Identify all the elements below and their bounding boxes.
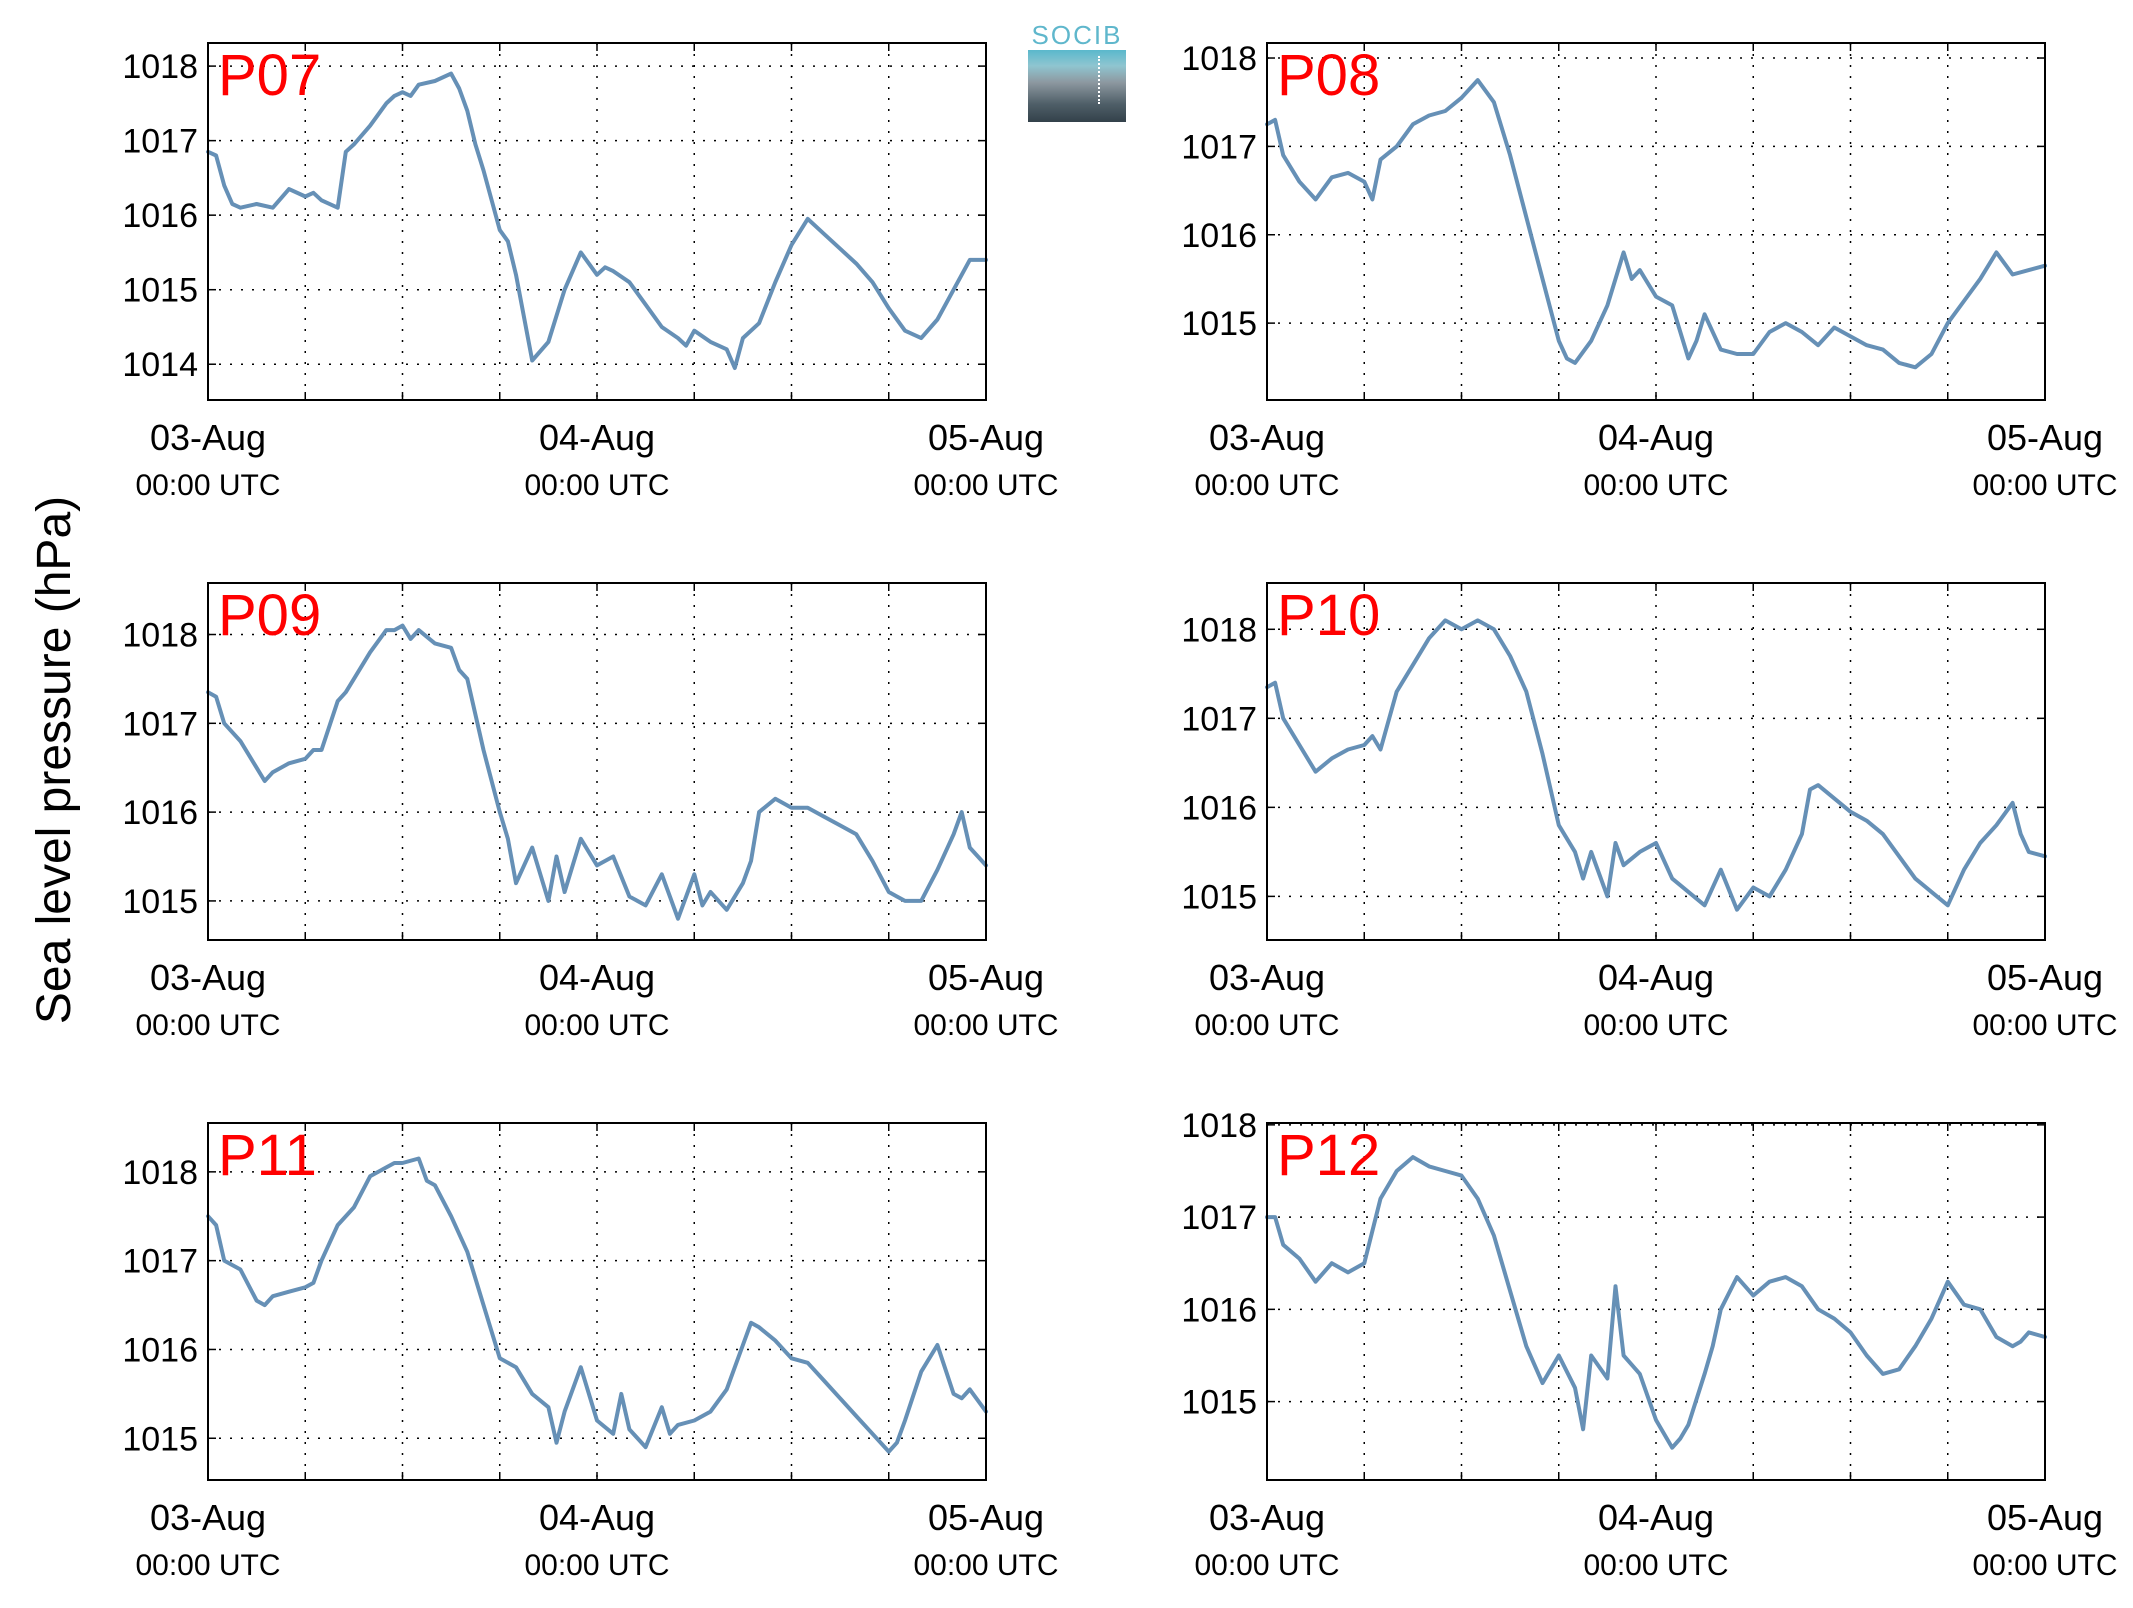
panel-p09: 1015 1016 1017 1018 03-Aug 00:00 UTC 04-Aug 00:…	[122, 582, 1059, 1042]
series-line-p12	[1265, 1155, 2047, 1450]
y-axis-label: Sea level pressure (hPa)	[28, 496, 81, 1024]
series-line-p08	[1265, 78, 2047, 370]
y-tick-label: 1017	[1181, 1199, 1257, 1237]
y-tick-label: 1017	[122, 705, 198, 743]
x-tick-sublabel: 00:00 UTC	[524, 469, 669, 502]
y-tick-label: 1015	[1181, 878, 1257, 916]
x-tick-label: 05-Aug	[1987, 417, 2103, 458]
x-tick-label: 04-Aug	[1598, 417, 1714, 458]
x-tick-label: 04-Aug	[1598, 957, 1714, 998]
y-tick-label: 1017	[122, 1243, 198, 1281]
x-tick-sublabel: 00:00 UTC	[524, 1549, 669, 1582]
plot-frame	[207, 582, 987, 941]
y-tick-label: 1015	[1181, 1384, 1257, 1422]
series-line-p07	[206, 71, 988, 370]
plot-area	[208, 1123, 986, 1480]
socib-logo-graphic	[1028, 50, 1126, 122]
y-tick-label: 1015	[122, 883, 198, 921]
y-tick-label: 1015	[1181, 305, 1257, 343]
y-tick-label: 1016	[1181, 789, 1257, 827]
panel-label: P09	[218, 583, 321, 648]
x-tick-sublabel: 00:00 UTC	[1972, 1549, 2117, 1582]
plot-frame	[207, 1122, 987, 1481]
x-tick-sublabel: 00:00 UTC	[913, 469, 1058, 502]
x-tick-sublabel: 00:00 UTC	[1194, 1549, 1339, 1582]
panel-p10: 1015 1016 1017 1018 03-Aug 00:00 UTC 04-Aug 00:…	[1181, 582, 2118, 1042]
panel-label: P10	[1277, 583, 1380, 648]
x-tick-sublabel: 00:00 UTC	[135, 1549, 280, 1582]
plot-area	[1267, 1123, 2045, 1480]
plot-area	[208, 583, 986, 940]
y-tick-label: 1017	[1181, 700, 1257, 738]
x-tick-label: 04-Aug	[539, 957, 655, 998]
plot-frame	[1266, 1122, 2046, 1481]
panel-p08: 1015 1016 1017 1018 03-Aug 00:00 UTC 04-Aug 00:…	[1181, 40, 2117, 502]
x-tick-label: 03-Aug	[150, 1497, 266, 1538]
x-tick-label: 05-Aug	[928, 1497, 1044, 1538]
y-tick-label: 1018	[122, 48, 198, 86]
y-tick-label: 1018	[122, 1154, 198, 1192]
x-tick-sublabel: 00:00 UTC	[1583, 1549, 1728, 1582]
y-tick-label: 1016	[122, 1331, 198, 1369]
plot-area	[1267, 583, 2045, 940]
plot-area	[1267, 43, 2045, 400]
x-tick-label: 04-Aug	[1598, 1497, 1714, 1538]
y-tick-label: 1015	[122, 1420, 198, 1458]
logo-mark-line	[1098, 56, 1100, 104]
y-tick-label: 1018	[122, 617, 198, 655]
plot-frame	[207, 42, 987, 401]
x-tick-sublabel: 00:00 UTC	[524, 1009, 669, 1042]
plot-frame	[1266, 582, 2046, 941]
x-tick-label: 05-Aug	[1987, 1497, 2103, 1538]
x-tick-label: 03-Aug	[1209, 417, 1325, 458]
x-tick-sublabel: 00:00 UTC	[135, 1009, 280, 1042]
x-tick-label: 05-Aug	[928, 417, 1044, 458]
series-line-p10	[1265, 618, 2047, 912]
y-tick-label: 1016	[1181, 1291, 1257, 1329]
x-tick-sublabel: 00:00 UTC	[913, 1009, 1058, 1042]
x-tick-sublabel: 00:00 UTC	[1194, 469, 1339, 502]
plot-frame	[1266, 42, 2046, 401]
y-tick-label: 1015	[122, 272, 198, 310]
panel-p11: 1015 1016 1017 1018 03-Aug 00:00 UTC 04-Aug 00:…	[122, 1122, 1059, 1582]
series-line-p09	[206, 623, 988, 921]
panel-label: P11	[218, 1123, 317, 1188]
x-tick-sublabel: 00:00 UTC	[1972, 469, 2117, 502]
x-tick-label: 04-Aug	[539, 1497, 655, 1538]
y-tick-label: 1018	[1181, 611, 1257, 649]
y-tick-label: 1014	[122, 346, 198, 384]
y-tick-label: 1016	[122, 197, 198, 235]
plot-area	[208, 43, 986, 400]
y-tick-label: 1018	[1181, 1107, 1257, 1145]
socib-logo: SOCIB	[1028, 20, 1126, 122]
panel-label: P12	[1277, 1123, 1380, 1188]
x-tick-label: 03-Aug	[150, 417, 266, 458]
y-tick-label: 1018	[1181, 40, 1257, 78]
x-tick-sublabel: 00:00 UTC	[1583, 1009, 1728, 1042]
x-tick-sublabel: 00:00 UTC	[1972, 1009, 2117, 1042]
socib-logo-text: SOCIB	[1031, 20, 1123, 50]
x-tick-label: 04-Aug	[539, 417, 655, 458]
panel-p12: 1015 1016 1017 1018 03-Aug 00:00 UTC 04-Aug 00:…	[1181, 1107, 2117, 1582]
panel-p07: 1014 1015 1016 1017 1018 03-Aug 00:00 UTC 04-Au…	[122, 42, 1059, 502]
x-tick-sublabel: 00:00 UTC	[1583, 469, 1728, 502]
y-tick-label: 1016	[1181, 217, 1257, 255]
y-tick-label: 1017	[1181, 128, 1257, 166]
panel-label: P07	[218, 43, 321, 108]
x-tick-label: 03-Aug	[150, 957, 266, 998]
x-tick-label: 03-Aug	[1209, 1497, 1325, 1538]
series-line-p11	[206, 1156, 988, 1454]
x-tick-label: 03-Aug	[1209, 957, 1325, 998]
x-tick-sublabel: 00:00 UTC	[135, 469, 280, 502]
x-tick-sublabel: 00:00 UTC	[1194, 1009, 1339, 1042]
panel-label: P08	[1277, 43, 1380, 108]
x-tick-label: 05-Aug	[928, 957, 1044, 998]
y-tick-label: 1017	[122, 123, 198, 161]
y-tick-label: 1016	[122, 794, 198, 832]
x-tick-sublabel: 00:00 UTC	[913, 1549, 1058, 1582]
x-tick-label: 05-Aug	[1987, 957, 2103, 998]
